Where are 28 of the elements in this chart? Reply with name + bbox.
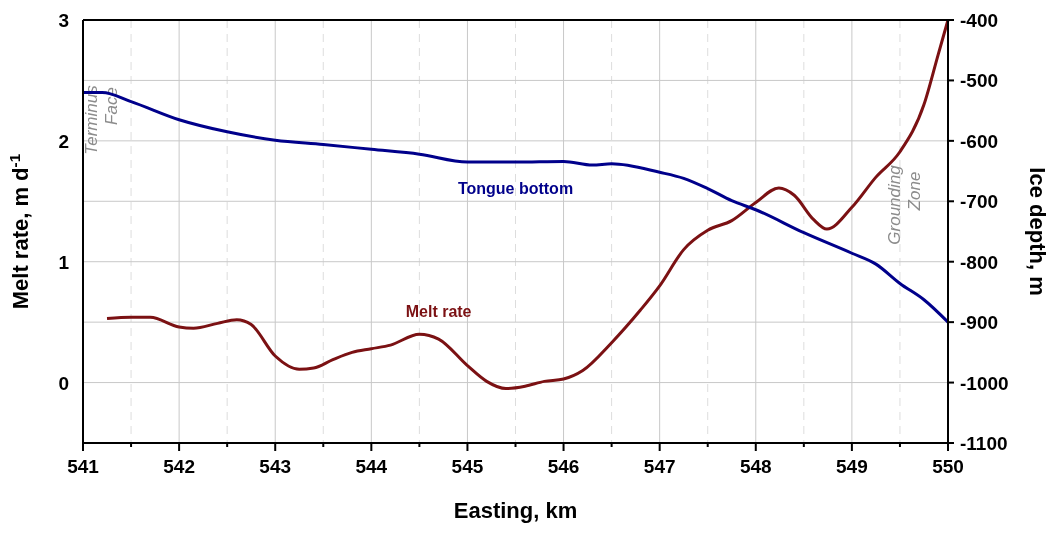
y2-tick-label: -500 [960, 70, 999, 92]
y2-tick-label: -600 [960, 130, 999, 152]
y2-tick-label: -900 [960, 312, 999, 334]
x-tick-label: 545 [451, 456, 484, 477]
x-tick-label: 543 [259, 456, 292, 477]
y2-tick-label: -1100 [960, 433, 1008, 454]
x-tick-label: 546 [547, 456, 580, 477]
x-tick-label: 542 [163, 456, 195, 477]
annotation: Grounding Zone [885, 164, 924, 245]
y-tick-label: 0 [58, 372, 69, 394]
y-tick-label: 3 [58, 10, 69, 31]
x-tick-label: 547 [643, 456, 676, 477]
x-tick-label: 549 [836, 456, 868, 477]
x-tick-label: 548 [739, 456, 772, 477]
x-tick-label: 550 [932, 456, 964, 477]
series-label: Tongue bottom [457, 180, 574, 198]
y-tick-label: 1 [58, 251, 70, 273]
y2-tick-label: -700 [960, 191, 999, 213]
y2-axis-title: Ice depth, m [1025, 167, 1050, 296]
x-tick-label: 541 [67, 456, 100, 477]
x-axis-title: Easting, km [453, 498, 578, 523]
y2-tick-label: -800 [960, 251, 999, 273]
y2-tick-label: -1000 [960, 372, 1009, 394]
y-tick-label: 2 [58, 130, 69, 152]
line-series [105, 18, 950, 391]
y2-tick-label: -400 [960, 10, 999, 31]
x-tick-label: 544 [355, 456, 388, 477]
series-label: Melt rate [405, 303, 472, 321]
